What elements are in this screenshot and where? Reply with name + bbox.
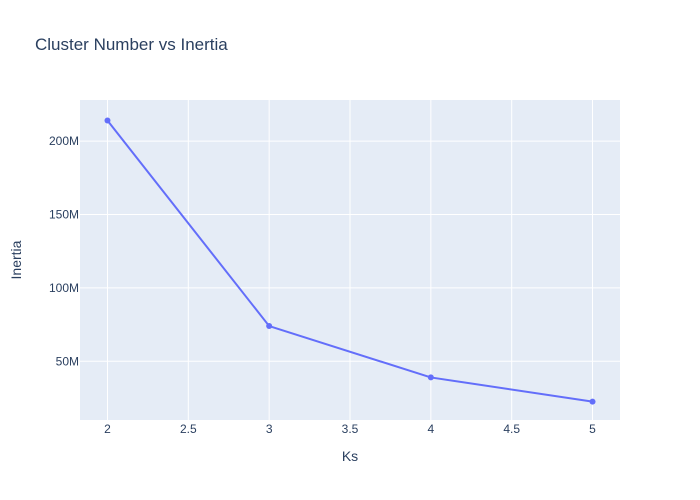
y-tick-label: 150M: [49, 207, 79, 221]
y-tick-label: 200M: [49, 134, 79, 148]
x-tick-label: 2: [104, 422, 111, 436]
y-axis-title: Inertia: [8, 240, 24, 279]
inertia-points: [104, 117, 596, 405]
data-point-k5: [589, 398, 596, 405]
inertia-line: [106, 119, 594, 403]
y-tick-label: 50M: [56, 354, 79, 368]
x-tick-label: 3: [266, 422, 273, 436]
y-tick-label: 100M: [49, 281, 79, 295]
x-tick-label: 5: [589, 422, 596, 436]
grid-lines: [80, 100, 620, 420]
x-tick-label: 4.5: [503, 422, 520, 436]
x-tick-label: 4: [427, 422, 434, 436]
data-point-k4: [427, 374, 434, 381]
data-point-k2: [104, 117, 111, 124]
y-axis-tick-labels: 50M 100M 150M 200M: [49, 134, 79, 368]
data-point-k3: [266, 323, 273, 330]
x-tick-label: 2.5: [180, 422, 197, 436]
x-axis-tick-labels: 2 2.5 3 3.5 4 4.5 5: [104, 422, 596, 436]
x-tick-label: 3.5: [342, 422, 359, 436]
chart-title: Cluster Number vs Inertia: [35, 35, 228, 54]
x-axis-title: Ks: [342, 448, 358, 464]
